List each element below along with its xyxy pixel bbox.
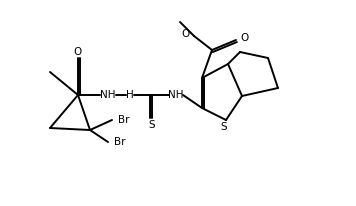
Text: H: H (126, 90, 134, 100)
Text: O: O (74, 47, 82, 57)
Text: Br: Br (114, 137, 126, 147)
Text: S: S (149, 120, 155, 130)
Text: O: O (240, 33, 248, 43)
Text: S: S (221, 122, 227, 132)
Text: Br: Br (118, 115, 130, 125)
Text: O: O (182, 29, 190, 39)
Text: NH: NH (100, 90, 116, 100)
Text: NH: NH (168, 90, 184, 100)
